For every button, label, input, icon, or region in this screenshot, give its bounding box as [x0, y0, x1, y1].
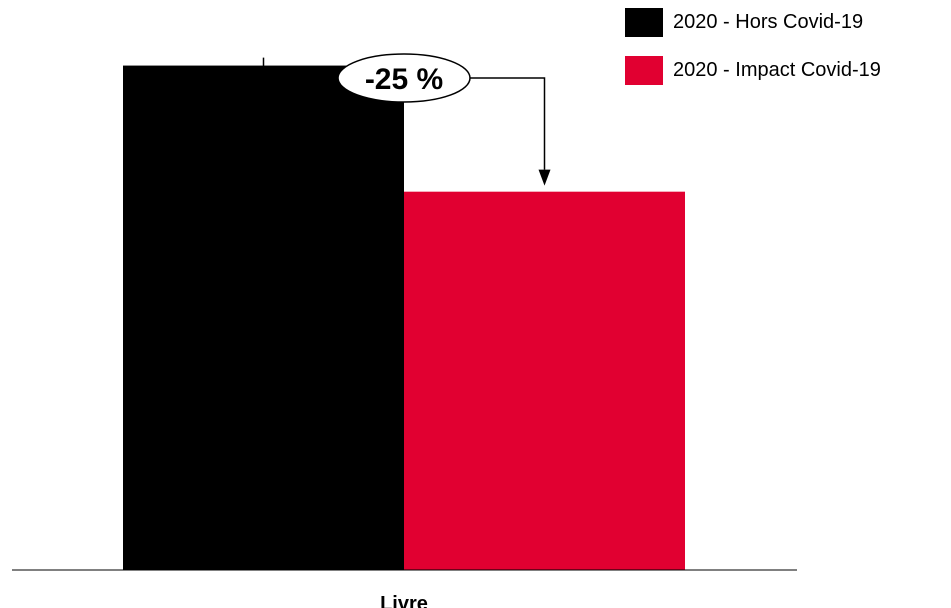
bar-hors-covid: [123, 65, 404, 570]
change-annotation: -25 %: [262, 53, 551, 186]
legend-item-hors-covid: 2020 - Hors Covid-19: [625, 8, 881, 37]
legend-swatch-hors-covid: [625, 8, 663, 37]
legend-label-hors-covid: 2020 - Hors Covid-19: [673, 11, 864, 33]
x-tick-labels: Livre: [380, 593, 428, 608]
legend-swatch-impact-covid: [625, 56, 663, 85]
annotation-bubble: [337, 53, 471, 103]
legend-label-impact-covid: 2020 - Impact Covid-19: [673, 59, 881, 81]
bars-layer: [123, 65, 685, 571]
x-tick-label: Livre: [380, 593, 428, 608]
annotation-label: -25 %: [365, 63, 443, 96]
annotation-arrowhead: [538, 169, 551, 186]
legend-item-impact-covid: 2020 - Impact Covid-19: [625, 56, 881, 85]
legend: 2020 - Hors Covid-19 2020 - Impact Covid…: [625, 8, 881, 104]
bar-impact-covid: [404, 191, 685, 571]
